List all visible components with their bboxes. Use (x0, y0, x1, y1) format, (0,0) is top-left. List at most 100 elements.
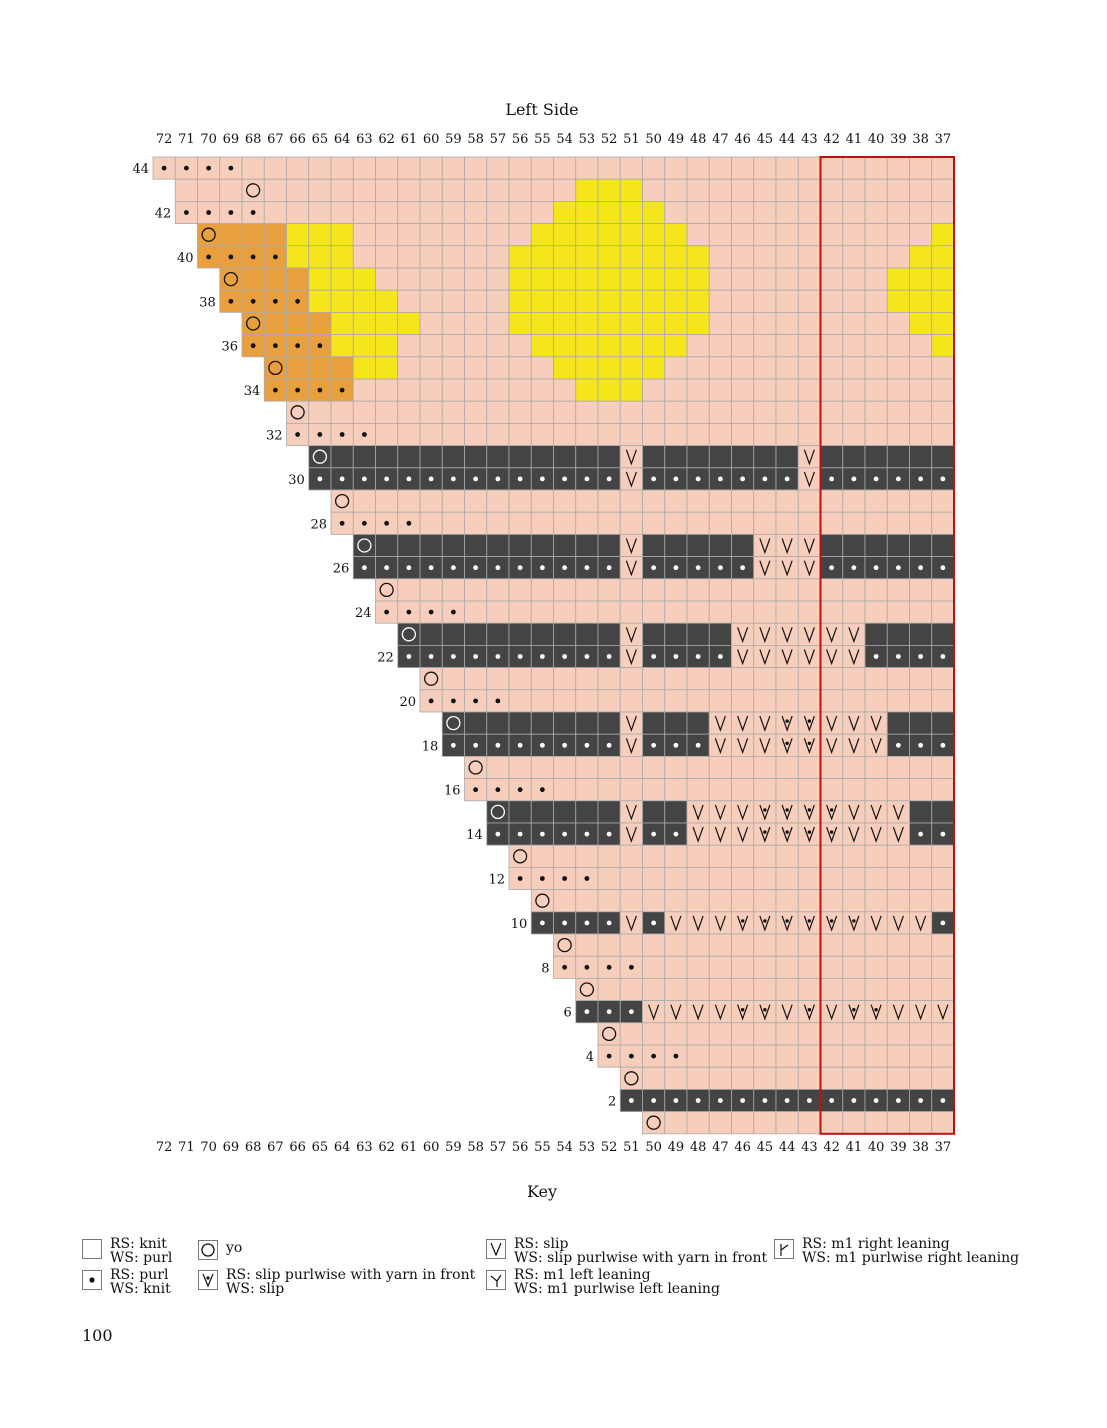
purl-dot (851, 565, 857, 571)
chart-cell (931, 334, 955, 358)
chart-cell (486, 756, 510, 780)
chart-cell (642, 867, 666, 891)
chart-cell (909, 511, 933, 535)
chart-cell (486, 622, 510, 646)
knitting-chart: 7272717170706969686867676666656564646363… (132, 132, 955, 1155)
column-label: 68 (245, 132, 262, 147)
chart-cell (708, 867, 732, 891)
slip-symbol (848, 627, 860, 644)
chart-cell (664, 445, 688, 469)
chart-cell (842, 400, 866, 424)
chart-cell (909, 356, 933, 380)
chart-cell (553, 578, 577, 602)
chart-cell (419, 534, 443, 558)
purl-dot (651, 831, 657, 837)
column-label: 64 (334, 1140, 351, 1155)
chart-cell (864, 223, 888, 247)
chart-cell (352, 289, 376, 313)
chart-cell (886, 844, 910, 868)
slip-symbol (759, 715, 771, 732)
chart-cell (842, 689, 866, 713)
slip-symbol (714, 804, 726, 821)
chart-cell (864, 867, 888, 891)
chart-cell (597, 267, 621, 291)
chart-cell (464, 334, 488, 358)
chart-cell (909, 489, 933, 513)
chart-cell (508, 422, 532, 446)
chart-cell (797, 867, 821, 891)
yo-circle (601, 1026, 617, 1042)
chart-cell (931, 667, 955, 691)
chart-cell (708, 267, 732, 291)
chart-cell (775, 489, 799, 513)
chart-cell (508, 400, 532, 424)
slip-symbol (826, 715, 838, 732)
chart-cell (686, 156, 710, 180)
chart-cell (797, 267, 821, 291)
purl-dot (717, 476, 723, 482)
purl-dot (673, 742, 679, 748)
purl-dot (517, 876, 523, 881)
chart-cell (864, 334, 888, 358)
chart-cell (820, 955, 844, 979)
chart-cell (731, 578, 755, 602)
purl-dot (406, 609, 412, 615)
chart-cell (775, 267, 799, 291)
purl-dot (918, 654, 924, 659)
chart-cell (642, 844, 666, 868)
purl-dot (562, 565, 568, 571)
chart-cell (753, 311, 777, 335)
chart-cell (731, 445, 755, 469)
purl-dot (428, 565, 434, 571)
chart-cell (686, 711, 710, 735)
chart-cell (686, 267, 710, 291)
chart-cell (797, 978, 821, 1002)
chart-cell (820, 356, 844, 380)
chart-cell (864, 667, 888, 691)
chart-cell (241, 223, 265, 247)
chart-cell (708, 844, 732, 868)
chart-cell (619, 245, 643, 269)
chart-cell (886, 245, 910, 269)
chart-cell (820, 844, 844, 868)
chart-cell (909, 289, 933, 313)
yo-circle (379, 582, 394, 598)
chart-cell (508, 356, 532, 380)
purl-dot (228, 165, 234, 171)
purl-dot (317, 387, 323, 393)
chart-cell (797, 156, 821, 180)
purl-dot (651, 654, 657, 659)
purl-dot (539, 742, 545, 748)
chart-cell (308, 223, 332, 247)
chart-cell (486, 178, 510, 202)
chart-cell (508, 534, 532, 558)
chart-cell (864, 889, 888, 913)
purl-dot (873, 1098, 879, 1103)
column-label: 41 (846, 1140, 863, 1155)
purl-dot (740, 1098, 746, 1103)
purl-dot (473, 787, 479, 793)
slip-wyif-dot (829, 919, 834, 923)
chart-cell (842, 445, 866, 469)
chart-cell (864, 1066, 888, 1090)
chart-cell (686, 1111, 710, 1135)
chart-cell (909, 245, 933, 269)
chart-cell (530, 800, 554, 824)
chart-cell (441, 334, 465, 358)
chart-cell (530, 223, 554, 247)
chart-cell (619, 511, 643, 535)
chart-cell (686, 867, 710, 891)
chart-cell (842, 156, 866, 180)
chart-cell (731, 378, 755, 402)
chart-cell (375, 578, 399, 602)
purl-dot (606, 654, 612, 659)
chart-cell (842, 978, 866, 1002)
chart-cell (664, 267, 688, 291)
slip-wyif-dot (785, 919, 789, 923)
chart-cell (731, 334, 755, 358)
slip-symbol (759, 627, 771, 644)
chart-cell (664, 1111, 688, 1135)
chart-cell (864, 311, 888, 335)
chart-cell (486, 378, 510, 402)
chart-cell (797, 1044, 821, 1068)
